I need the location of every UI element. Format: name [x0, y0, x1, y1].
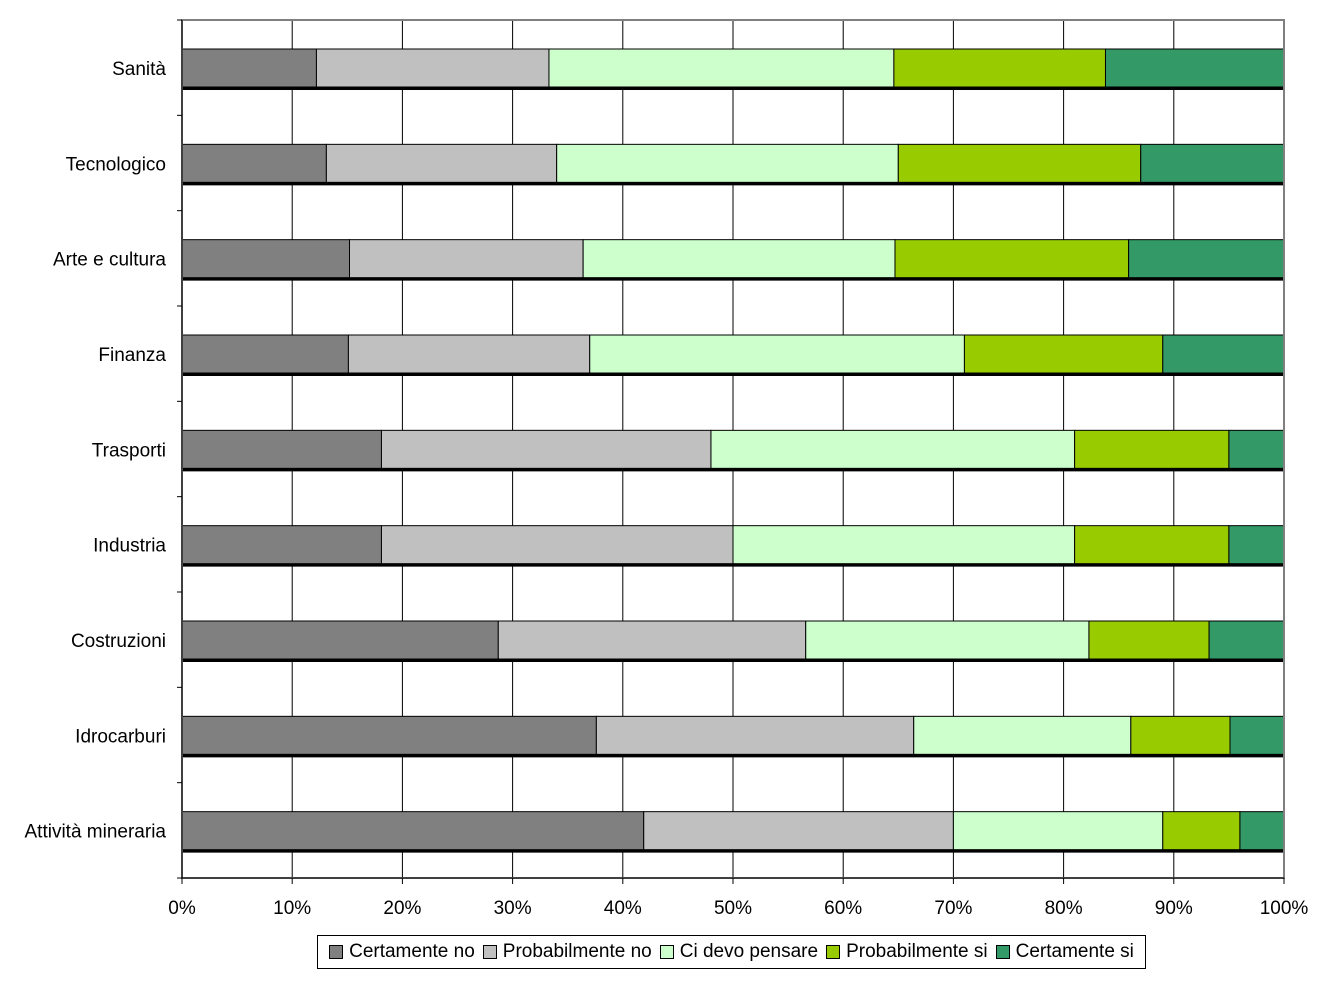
legend-label: Probabilmente si [846, 941, 988, 962]
legend-item: Ci devo pensare [659, 941, 819, 963]
legend-swatch [826, 945, 841, 959]
bar-segment [1162, 334, 1285, 374]
legend-item: Probabilmente no [482, 941, 652, 963]
bar-segment [897, 143, 1142, 183]
bar-segment [325, 143, 558, 183]
bar-segment [1088, 620, 1210, 660]
x-tick-label: 30% [494, 898, 532, 919]
bar-segment [349, 239, 584, 279]
legend-label: Certamente no [349, 941, 475, 962]
bar-segment [1228, 525, 1285, 565]
bar-segment [1104, 48, 1285, 88]
legend-item: Certamente si [995, 941, 1134, 963]
bar-segment [181, 525, 382, 565]
category-label: Costruzioni [71, 631, 166, 652]
bar-segment [1208, 620, 1285, 660]
x-tick-label: 40% [604, 898, 642, 919]
bar-segment [181, 429, 382, 469]
x-tick-label: 80% [1045, 898, 1083, 919]
category-label: Tecnologico [66, 154, 166, 175]
category-label: Idrocarburi [75, 726, 166, 747]
bar-segment [1229, 715, 1285, 755]
bar-segment [181, 143, 327, 183]
category-label: Industria [93, 536, 166, 557]
bar-segment [1239, 811, 1285, 851]
category-label: Sanità [112, 59, 166, 80]
bar-segment [732, 525, 1076, 565]
legend-item: Certamente no [329, 941, 475, 963]
bar-segment [181, 811, 645, 851]
bar-segment [181, 620, 499, 660]
bar-segment [589, 334, 965, 374]
bar-segment [181, 48, 317, 88]
legend: Certamente no Probabilmente no Ci devo pen… [317, 935, 1146, 969]
category-label: Arte e cultura [53, 250, 166, 271]
bar-segment [1228, 429, 1285, 469]
x-tick-label: 70% [934, 898, 972, 919]
bar-segment [347, 334, 591, 374]
bar-segment [710, 429, 1076, 469]
bar-segment [181, 715, 597, 755]
x-tick-label: 10% [273, 898, 311, 919]
bar-segment [380, 525, 734, 565]
legend-item: Probabilmente si [826, 941, 988, 963]
bar-segment [643, 811, 954, 851]
x-tick-label: 100% [1260, 898, 1309, 919]
bar-segment [1140, 143, 1285, 183]
bar-segment [893, 48, 1106, 88]
bar-segment [805, 620, 1090, 660]
bar-segment [894, 239, 1130, 279]
category-label: Finanza [98, 345, 166, 366]
legend-label: Probabilmente no [502, 941, 652, 962]
bar-segment [181, 334, 349, 374]
x-tick-label: 50% [714, 898, 752, 919]
bar-segment [1130, 715, 1231, 755]
legend-label: Ci devo pensare [679, 941, 819, 962]
x-tick-label: 60% [824, 898, 862, 919]
bar-segment [913, 715, 1132, 755]
bar-segment [548, 48, 895, 88]
legend-label: Certamente si [1015, 941, 1134, 962]
bar-segment [963, 334, 1164, 374]
x-tick-label: 20% [383, 898, 421, 919]
bar-segment [582, 239, 896, 279]
legend-swatch [995, 945, 1010, 959]
bar-segment [1074, 525, 1230, 565]
bar-segment [181, 239, 351, 279]
bar-segment [952, 811, 1164, 851]
bar-segment [1128, 239, 1285, 279]
legend-swatch [329, 945, 344, 959]
bar-segment [595, 715, 915, 755]
bar-segment [556, 143, 899, 183]
legend-swatch [659, 945, 674, 959]
legend-swatch [482, 945, 497, 959]
bar-segment [1074, 429, 1230, 469]
bar-segment [380, 429, 712, 469]
x-tick-label: 90% [1155, 898, 1193, 919]
category-label: Trasporti [92, 440, 166, 461]
bar-segment [497, 620, 807, 660]
bar-segment [1162, 811, 1241, 851]
x-tick-label: 0% [168, 898, 196, 919]
category-label: Attività mineraria [25, 822, 167, 843]
bar-segment [315, 48, 550, 88]
